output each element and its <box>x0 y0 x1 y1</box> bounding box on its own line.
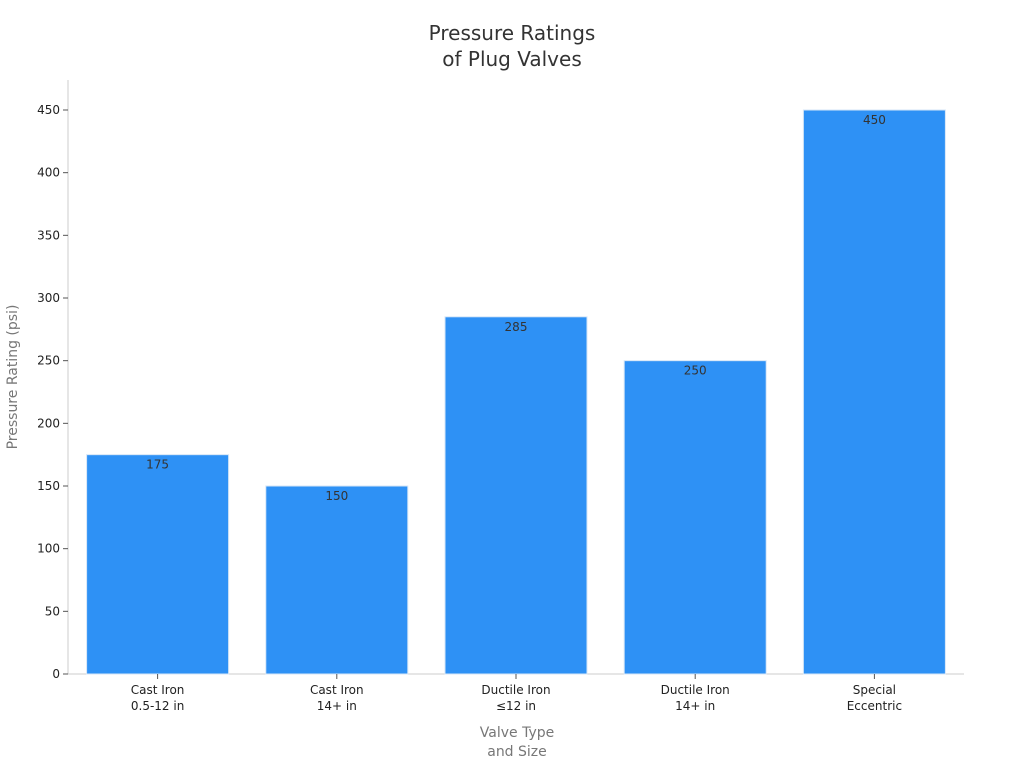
bar-value-label: 150 <box>325 489 348 503</box>
x-axis-title-line-2: and Size <box>487 744 547 760</box>
x-tick-label: Special <box>853 683 896 697</box>
y-tick-label: 100 <box>37 542 60 556</box>
y-tick-label: 450 <box>37 103 60 117</box>
chart-title-line-1: Pressure Ratings <box>429 21 596 45</box>
bar-value-label: 250 <box>684 364 707 378</box>
bar-value-label: 175 <box>146 458 169 472</box>
bar <box>86 454 230 675</box>
bar-value-label: 450 <box>863 113 886 127</box>
y-tick-label: 50 <box>45 604 60 618</box>
bar <box>623 360 767 675</box>
plot-area: 0 50 100 150 200 250 300 350 400 450 175 Cast Iron 0… <box>37 80 964 713</box>
bar-value-label: 285 <box>505 320 528 334</box>
x-tick-label: Cast Iron <box>131 683 185 697</box>
y-tick-label: 200 <box>37 416 60 430</box>
bar <box>265 485 409 675</box>
x-axis-title-line-1: Valve Type <box>480 725 554 741</box>
bar <box>444 316 588 675</box>
y-tick-label: 250 <box>37 354 60 368</box>
x-tick-label: Ductile Iron <box>481 683 550 697</box>
y-tick-label: 400 <box>37 166 60 180</box>
x-tick-label: Ductile Iron <box>661 683 730 697</box>
y-tick-label: 150 <box>37 479 60 493</box>
x-tick-label: Cast Iron <box>310 683 364 697</box>
y-tick-label: 300 <box>37 291 60 305</box>
x-tick-label: ≤12 in <box>496 699 536 713</box>
y-tick-label: 350 <box>37 228 60 242</box>
x-tick-label: Eccentric <box>847 699 902 713</box>
chart-title-line-2: of Plug Valves <box>442 47 581 71</box>
x-tick-label: 14+ in <box>675 699 715 713</box>
y-axis-title: Pressure Rating (psi) <box>5 305 21 450</box>
x-tick-label: 14+ in <box>317 699 357 713</box>
y-tick-label: 0 <box>52 667 60 681</box>
bar <box>802 109 946 675</box>
x-tick-label: 0.5-12 in <box>131 699 184 713</box>
